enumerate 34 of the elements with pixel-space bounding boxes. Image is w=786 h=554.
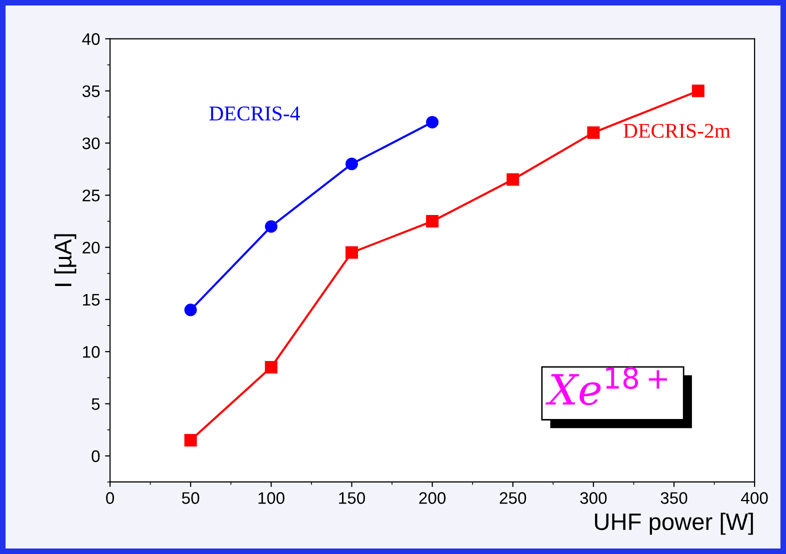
point <box>264 220 278 233</box>
point <box>345 158 358 170</box>
x-tick-label: 350 <box>660 492 688 504</box>
y-tick-label: 35 <box>82 85 100 98</box>
series-label: DECRIS-2m <box>624 124 730 138</box>
x-tick-label: 150 <box>339 492 365 504</box>
y-tick-label: 30 <box>82 137 100 150</box>
point <box>264 361 278 374</box>
point <box>345 246 358 259</box>
x-tick-label: 250 <box>500 492 526 504</box>
point <box>184 304 197 316</box>
annotation: Xe$^{18+}$ <box>545 366 668 406</box>
point <box>506 173 520 186</box>
y-tick-label: 20 <box>82 242 100 254</box>
y-tick-label: 5 <box>92 398 100 410</box>
text: DECRIS-4 <box>209 106 300 121</box>
x-tick-label: 0 <box>106 492 114 504</box>
x-tick-label: 50 <box>182 492 200 504</box>
y-axis-title: I [µA] <box>54 234 76 286</box>
x-tick-label: 200 <box>419 492 446 504</box>
x-tick-label: 400 <box>741 492 768 504</box>
x-axis-title: UHF power [W] <box>595 512 753 535</box>
point <box>692 84 704 98</box>
y-tick-label: 10 <box>83 346 100 358</box>
point <box>426 116 439 128</box>
y-tick-label: 0 <box>92 450 100 462</box>
x-tick-label: 300 <box>580 492 607 504</box>
y-tick-label: 25 <box>82 190 100 202</box>
y-tick-label: 40 <box>82 33 100 45</box>
point <box>426 215 439 228</box>
y-tick-label: 15 <box>83 294 100 306</box>
point <box>587 126 600 139</box>
point <box>184 434 197 447</box>
x-tick-label: 100 <box>258 492 284 504</box>
